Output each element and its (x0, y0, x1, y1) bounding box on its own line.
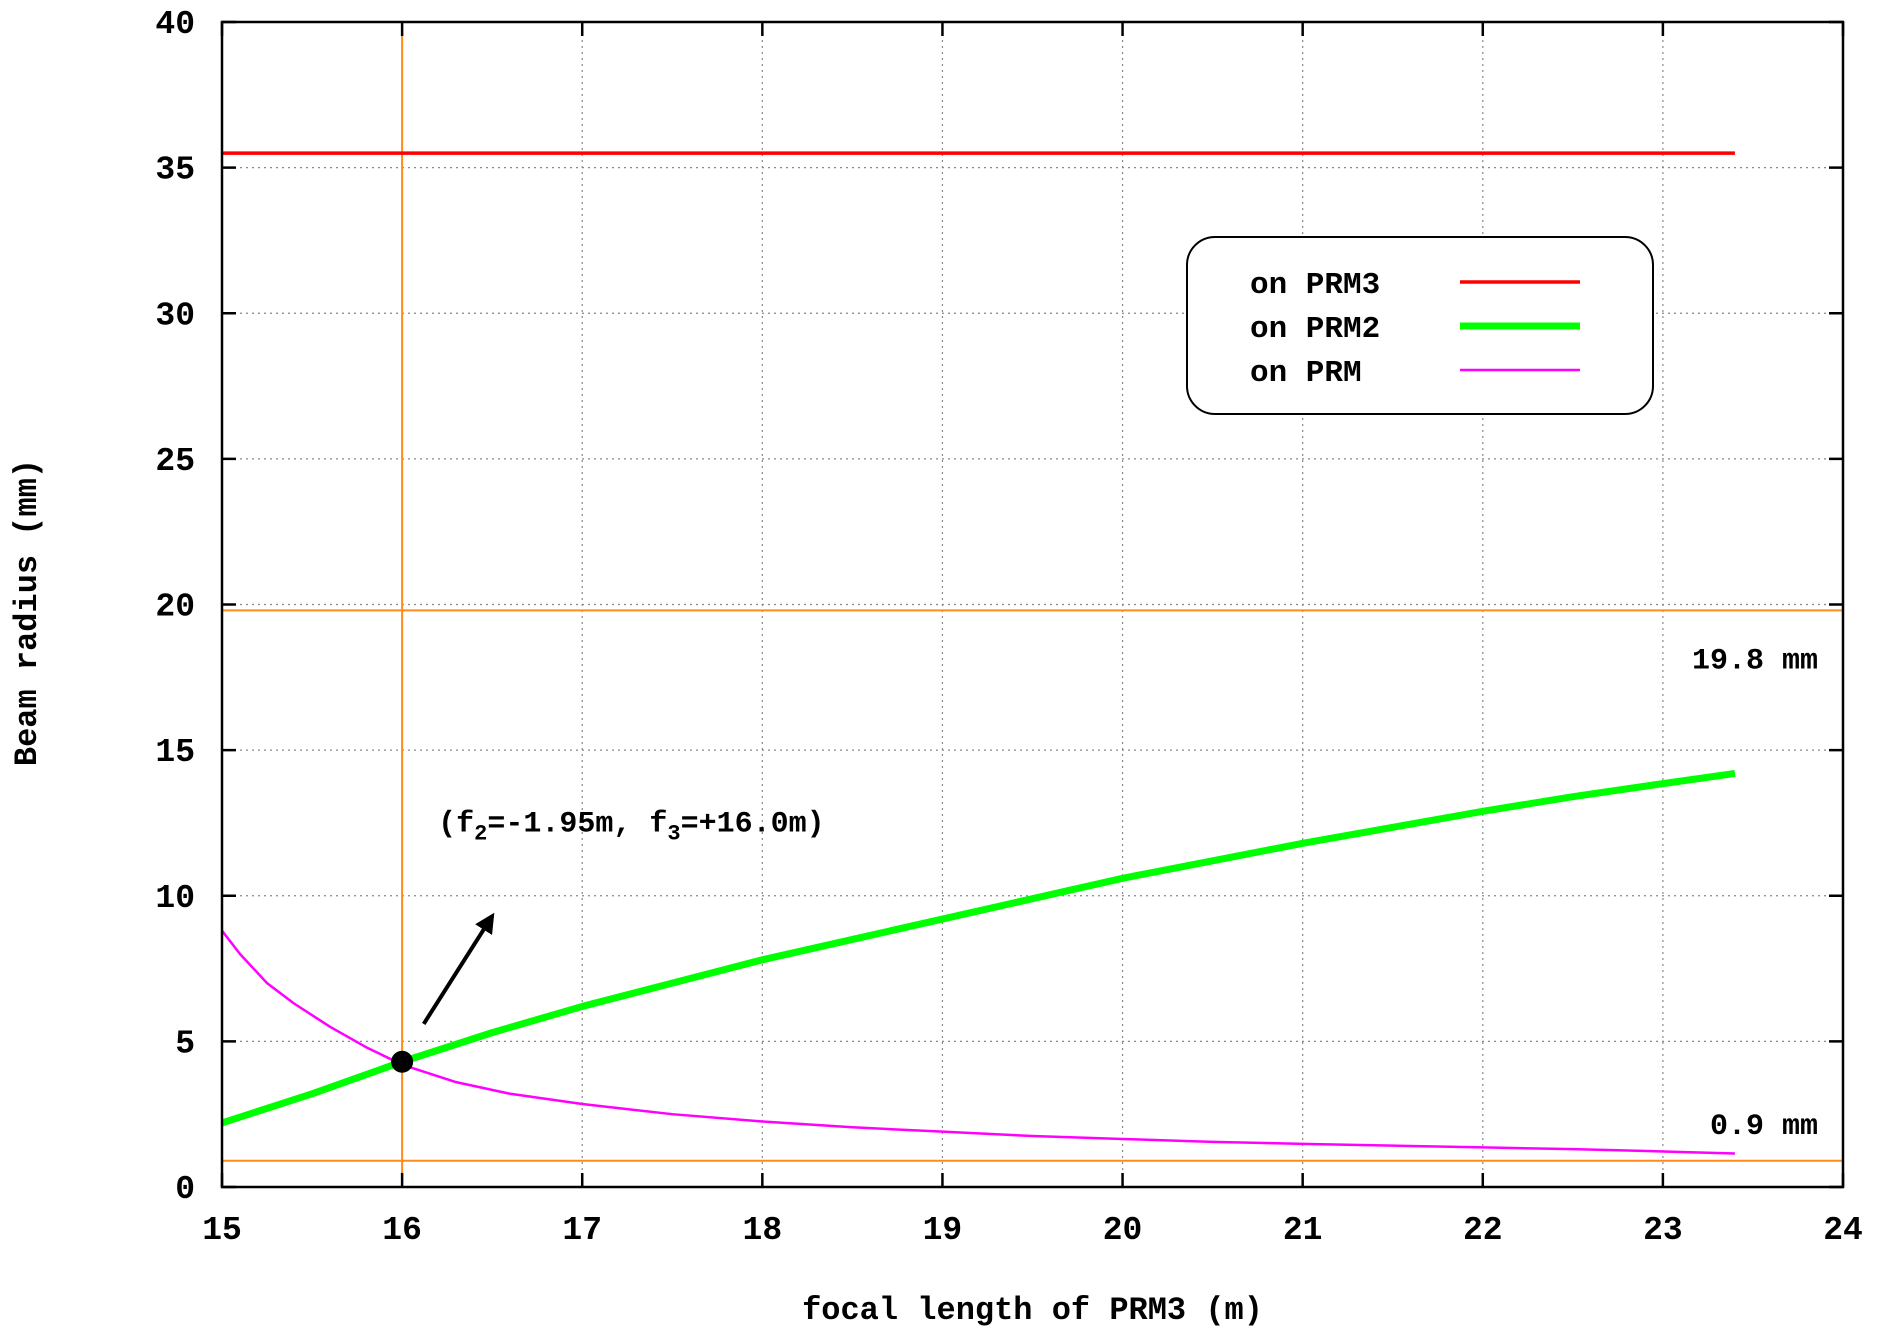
intersection-marker (391, 1050, 414, 1073)
series-line-on-prm (221, 929, 1735, 1155)
y-tick-label: 15 (155, 734, 195, 771)
reference-line-label: 0.9 mm (1710, 1110, 1818, 1144)
annotation-fragment: (f (438, 808, 474, 842)
x-tick-label: 22 (1463, 1212, 1503, 1249)
legend-label: on PRM2 (1250, 312, 1380, 347)
axis-ticks (220, 20, 1845, 1189)
legend-label: on PRM (1250, 356, 1362, 391)
annotation-fragment: =-1.95m, f (487, 808, 667, 842)
annotation-arrow (422, 912, 495, 1025)
reference-line-label: 19.8 mm (1692, 644, 1818, 678)
x-tick-label: 17 (562, 1212, 602, 1249)
series-line-on-prm2 (220, 769, 1736, 1127)
x-tick-label: 24 (1823, 1212, 1863, 1249)
x-tick-label: 21 (1283, 1212, 1323, 1249)
x-tick-label: 20 (1103, 1212, 1143, 1249)
reference-lines (222, 22, 1843, 1187)
y-axis-label: Beam radius (mm) (9, 459, 46, 766)
x-tick-label: 19 (923, 1212, 963, 1249)
annotation-fragment: =+16.0m) (681, 808, 825, 842)
x-tick-label: 23 (1643, 1212, 1683, 1249)
legend-label: on PRM3 (1250, 268, 1380, 303)
grid (222, 22, 1843, 1187)
x-tick-label: 18 (743, 1212, 783, 1249)
y-tick-label: 40 (155, 6, 195, 43)
annotation-subscript: 3 (667, 822, 680, 847)
y-tick-label: 10 (155, 880, 195, 917)
y-tick-label: 5 (175, 1025, 195, 1062)
x-axis-label: focal length of PRM3 (m) (802, 1292, 1263, 1329)
annotations: 19.8 mm 0.9 mm (f2=-1.95m, f3=+16.0m) (391, 644, 1818, 1144)
x-tick-label: 16 (382, 1212, 422, 1249)
annotation-subscript: 2 (474, 822, 487, 847)
y-tick-label: 20 (155, 589, 195, 626)
annotation-text: (f2=-1.95m, f3=+16.0m) (438, 808, 824, 847)
y-tick-label: 25 (155, 443, 195, 480)
y-tick-label: 35 (155, 152, 195, 189)
legend: on PRM3 on PRM2 on PRM (1186, 236, 1654, 415)
y-tick-label: 0 (175, 1171, 195, 1208)
series-lines (220, 151, 1736, 1155)
y-tick-label: 30 (155, 297, 195, 334)
x-tick-label: 15 (202, 1212, 242, 1249)
